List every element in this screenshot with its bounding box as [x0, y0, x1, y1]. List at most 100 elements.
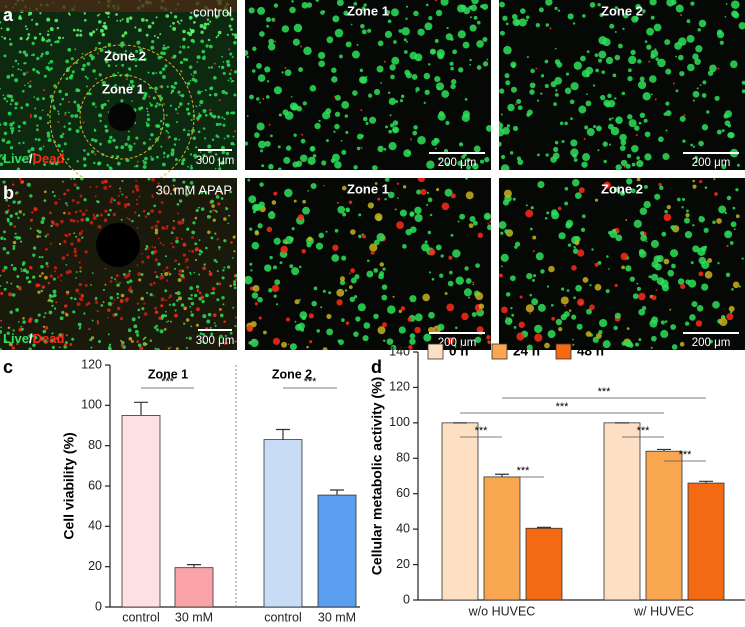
cell — [435, 147, 437, 150]
cell — [155, 16, 158, 19]
cell — [473, 15, 478, 20]
cell — [302, 199, 306, 204]
cell — [450, 79, 457, 85]
cell — [24, 84, 26, 87]
cell — [271, 200, 277, 205]
cell — [43, 163, 47, 167]
cell — [43, 315, 46, 319]
cell — [572, 338, 574, 341]
cell — [68, 111, 70, 114]
cell — [154, 228, 159, 232]
cell — [245, 49, 249, 56]
cell — [159, 277, 162, 280]
cell — [292, 38, 300, 46]
cell — [626, 178, 633, 185]
cell — [109, 296, 114, 300]
cell — [154, 271, 157, 274]
cell — [229, 331, 233, 335]
cell — [635, 3, 641, 10]
cell — [284, 67, 287, 70]
cell — [585, 331, 592, 337]
cell — [157, 55, 162, 60]
cell — [174, 309, 177, 312]
cell — [151, 71, 155, 75]
cell — [114, 312, 118, 317]
cell — [90, 150, 95, 154]
cell — [48, 294, 52, 297]
cell — [59, 316, 64, 321]
cell — [435, 9, 443, 17]
cell — [46, 121, 50, 125]
cell — [24, 25, 27, 28]
cell — [187, 165, 189, 168]
cell — [629, 276, 635, 282]
cell — [125, 297, 129, 301]
cell — [613, 325, 618, 331]
y-tick-label: 20 — [396, 557, 410, 571]
cell — [26, 28, 29, 31]
cell — [670, 324, 677, 330]
cell — [68, 101, 71, 104]
cell — [120, 343, 125, 348]
cell — [40, 54, 43, 58]
cell — [171, 56, 174, 59]
cell — [190, 39, 194, 43]
cell — [267, 43, 276, 51]
cell — [39, 12, 42, 15]
cell — [222, 123, 226, 127]
error-bar — [187, 564, 201, 568]
cell — [621, 265, 625, 270]
cell — [246, 325, 254, 332]
cell — [164, 272, 169, 277]
cell — [47, 281, 51, 285]
cell — [513, 325, 517, 329]
cell — [3, 265, 8, 270]
cell — [277, 145, 281, 149]
cell — [250, 338, 259, 348]
cell — [650, 54, 656, 59]
cell — [500, 265, 503, 268]
bar — [603, 422, 641, 601]
cell — [721, 164, 727, 170]
cell — [464, 266, 469, 271]
cell — [530, 68, 535, 74]
well — [108, 103, 136, 131]
cell — [120, 293, 125, 298]
cell — [14, 106, 18, 110]
cell — [99, 142, 103, 146]
cell — [137, 28, 142, 32]
cell — [582, 14, 586, 18]
cell — [226, 134, 230, 138]
cell — [322, 111, 331, 120]
cell — [41, 109, 44, 112]
cell — [12, 200, 16, 204]
cell — [9, 214, 14, 218]
y-tick-label: 80 — [396, 451, 410, 465]
cell — [193, 78, 198, 83]
cell — [46, 134, 51, 138]
cell — [102, 301, 105, 303]
cell — [204, 89, 207, 92]
cell — [517, 159, 524, 166]
cell — [31, 18, 34, 21]
cell — [345, 321, 350, 325]
cell — [342, 212, 347, 217]
cell — [694, 160, 698, 164]
cell — [156, 155, 159, 159]
cell — [284, 111, 294, 120]
cell — [107, 333, 110, 336]
cell — [210, 199, 215, 204]
image-label: Zone 2 — [601, 181, 643, 196]
cell — [29, 227, 32, 230]
cell — [267, 211, 276, 220]
cell — [581, 161, 588, 168]
cell — [90, 138, 95, 142]
cell — [116, 161, 121, 166]
cell — [47, 30, 50, 33]
cell — [88, 32, 93, 36]
cell — [399, 209, 407, 217]
zone-label: Zone 2 — [104, 48, 146, 63]
cell — [485, 125, 491, 132]
cell — [464, 98, 468, 101]
cell — [210, 66, 214, 69]
